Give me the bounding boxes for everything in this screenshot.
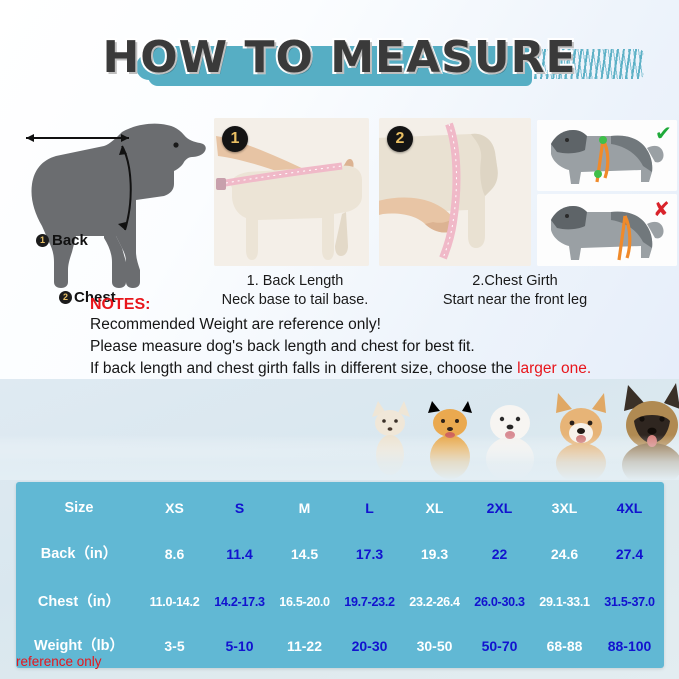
chest-m: 16.5-20.0: [279, 594, 330, 609]
row-label-size: Size: [64, 499, 94, 516]
chest-4xl: 31.5-37.0: [604, 594, 655, 609]
back-2xl: 22: [491, 546, 508, 562]
size-2xl: 2XL: [486, 500, 513, 516]
chest-3xl: 29.1-33.1: [539, 594, 590, 609]
size-xl: XL: [425, 500, 444, 516]
back-l: 17.3: [355, 546, 384, 562]
size-m: M: [298, 500, 311, 516]
step-1-badge: 1: [222, 126, 248, 152]
photo-correct-example: ✔: [537, 120, 677, 191]
size-s: S: [234, 500, 245, 516]
photo-back-length-illustration: [214, 118, 369, 266]
back-xs: 8.6: [164, 546, 185, 562]
photo-chest-girth: 2: [379, 118, 531, 266]
back-measure-label: 1 Back: [36, 232, 88, 249]
chest-l: 19.7-23.2: [344, 594, 395, 609]
title-block: HOW TO MEASURE: [0, 30, 679, 94]
brush-stroke-decoration: [136, 46, 644, 86]
page-title: HOW TO MEASURE: [100, 30, 577, 85]
table-row-weight: Weight（lb） 3-5 5-10 11-22 20-30 30-50 50…: [16, 634, 664, 658]
notes-heading: NOTES:: [90, 296, 151, 313]
caption-chest-girth: 2.Chest Girth Start near the front leg: [400, 272, 630, 309]
size-l: L: [365, 500, 374, 516]
back-number-badge: 1: [36, 234, 49, 247]
incorrect-example-illustration: ✘: [537, 194, 677, 266]
notes-line-3-emphasis: larger one.: [517, 359, 592, 377]
check-icon: ✔: [655, 121, 672, 145]
back-s: 11.4: [226, 546, 253, 562]
back-3xl: 24.6: [550, 546, 579, 562]
caption-chest-line1: 2.Chest Girth: [472, 273, 558, 289]
top-section: HOW TO MEASURE 1 Back 2: [0, 0, 679, 379]
notes-line-3: If back length and chest girth falls in …: [90, 358, 675, 380]
chest-2xl: 26.0-30.3: [474, 594, 525, 609]
notes-block: NOTES: Recommended Weight are reference …: [90, 296, 675, 380]
table-row-back: Back（in） 8.6 11.4 14.5 17.3 19.3 22 24.6…: [16, 542, 664, 566]
back-m: 14.5: [290, 546, 319, 562]
dog-size-progression-strip: [0, 379, 679, 480]
table-row-chest: Chest（in） 11.0-14.2 14.2-17.3 16.5-20.0 …: [16, 590, 664, 614]
size-4xl: 4XL: [616, 500, 643, 516]
photo-back-length: 1: [214, 118, 369, 266]
table-row-size: Size XS S M L XL 2XL 3XL 4XL: [16, 496, 664, 520]
weight-xl: 30-50: [416, 638, 453, 654]
weight-m: 11-22: [286, 638, 323, 654]
weight-2xl: 50-70: [481, 638, 518, 654]
back-xl: 19.3: [420, 546, 449, 562]
caption-back-line1: 1. Back Length: [246, 273, 344, 289]
chest-label-text: Chest: [74, 289, 116, 306]
cross-icon: ✘: [653, 197, 670, 221]
chest-number-badge: 2: [59, 291, 72, 304]
step-2-badge: 2: [387, 126, 413, 152]
chest-measure-label: 2 Chest: [59, 289, 116, 306]
weight-s: 5-10: [225, 638, 254, 654]
size-3xl: 3XL: [551, 500, 578, 516]
back-4xl: 27.4: [615, 546, 644, 562]
row-label-back: Back（in）: [40, 545, 118, 562]
correct-example-illustration: ✔: [537, 120, 677, 191]
dog-progression-illustration: [0, 383, 679, 480]
chest-xl: 23.2-26.4: [409, 594, 460, 609]
photo-incorrect-example: ✘: [537, 194, 677, 266]
caption-chest-line2: Start near the front leg: [442, 291, 588, 308]
dog-silhouette-diagram: 1 Back 2 Chest: [4, 112, 210, 306]
size-table: Size XS S M L XL 2XL 3XL 4XL Back（in） 8.…: [16, 482, 664, 668]
row-label-weight: Weight（lb）: [34, 637, 124, 654]
table-footnote: reference only: [16, 654, 102, 669]
notes-line-3-text: If back length and chest girth falls in …: [90, 359, 518, 377]
chest-s: 14.2-17.3: [214, 594, 265, 609]
weight-4xl: 88-100: [607, 638, 652, 654]
row-label-chest: Chest（in）: [37, 593, 121, 610]
chest-xs: 11.0-14.2: [149, 594, 200, 609]
size-xs: XS: [165, 500, 184, 516]
notes-line-2: Please measure dog's back length and che…: [90, 337, 475, 355]
weight-xs: 3-5: [164, 638, 185, 654]
caption-back-line2: Neck base to tail base.: [221, 291, 369, 308]
weight-l: 20-30: [351, 638, 388, 654]
weight-3xl: 68-88: [546, 638, 583, 654]
caption-back-length: 1. Back Length Neck base to tail base.: [200, 272, 390, 309]
back-label-text: Back: [52, 232, 88, 249]
notes-line-1: Recommended Weight are reference only!: [90, 315, 381, 333]
dog-silhouette-svg: [26, 123, 206, 289]
